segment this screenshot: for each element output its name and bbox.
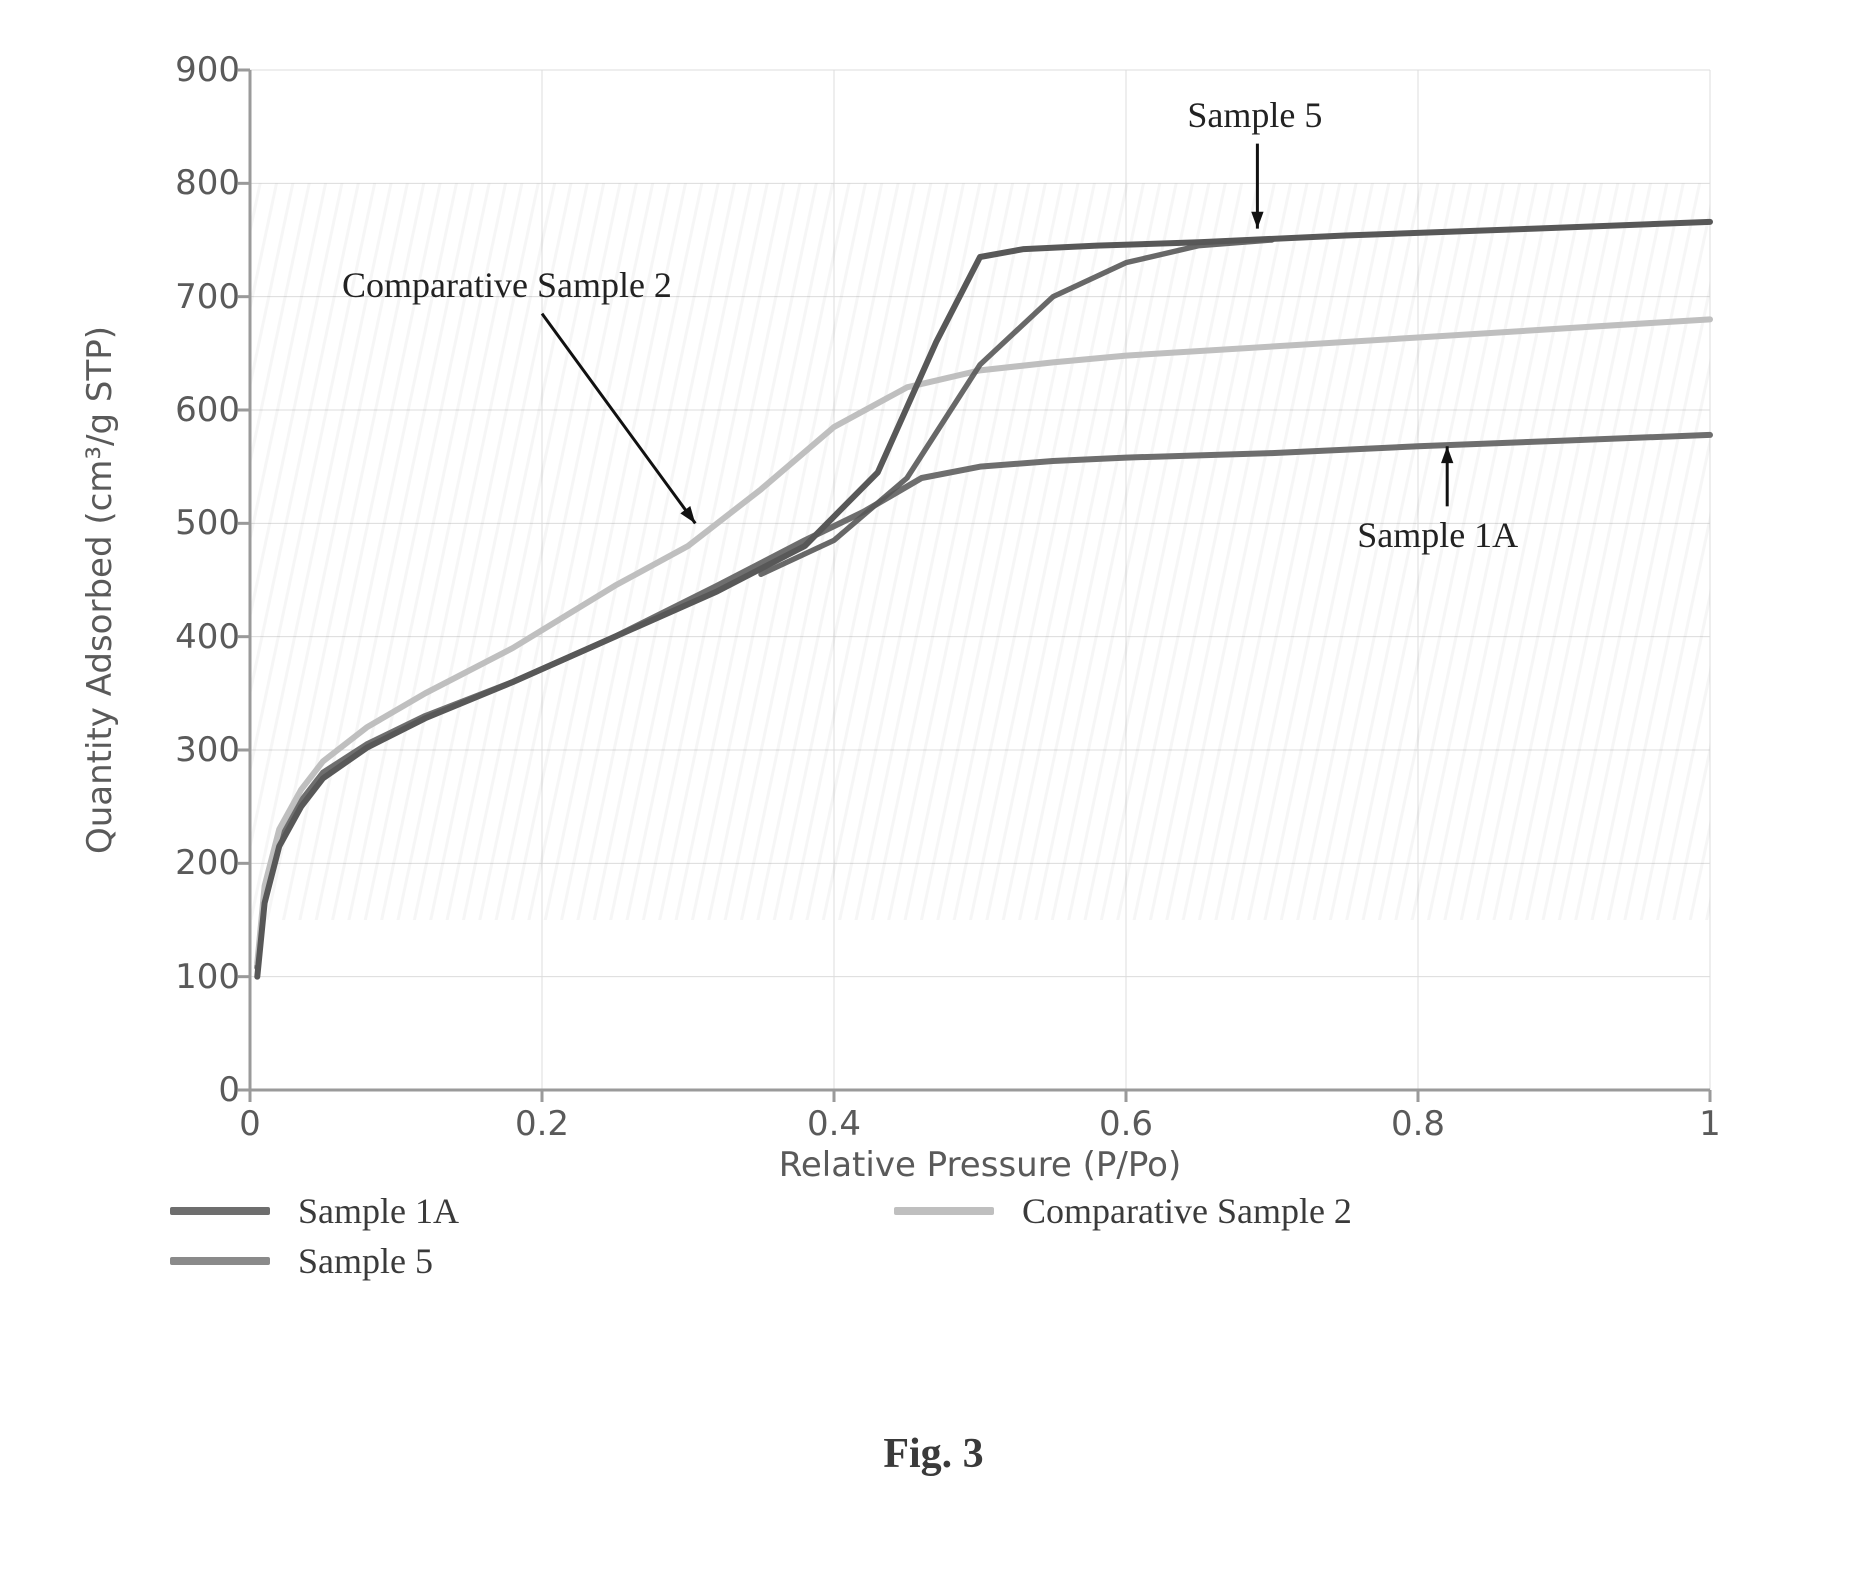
y-tick-label: 100 (120, 957, 240, 997)
legend-label-comparative-sample-2: Comparative Sample 2 (1022, 1190, 1352, 1232)
legend-label-sample-1a: Sample 1A (298, 1190, 498, 1232)
chart-annotation: Sample 5 (1187, 94, 1322, 136)
y-tick-label: 900 (120, 50, 240, 90)
legend-swatch-sample-1a (170, 1207, 270, 1215)
y-tick-label: 800 (120, 163, 240, 203)
x-axis-title: Relative Pressure (P/Po) (779, 1145, 1182, 1185)
x-tick-label: 0 (205, 1104, 295, 1144)
legend-swatch-comparative-sample-2 (894, 1207, 994, 1215)
y-tick-label: 500 (120, 503, 240, 543)
x-tick-label: 0.6 (1081, 1104, 1171, 1144)
legend: Sample 1A Comparative Sample 2 Sample 5 (170, 1190, 1790, 1290)
x-tick-label: 0.2 (497, 1104, 587, 1144)
legend-swatch-sample-5 (170, 1257, 270, 1265)
x-tick-label: 0.8 (1373, 1104, 1463, 1144)
y-tick-label: 400 (120, 617, 240, 657)
y-axis-title: Quantity Adsorbed (cm³/g STP) (80, 326, 120, 854)
plot-svg (250, 70, 1710, 1090)
y-tick-label: 200 (120, 843, 240, 883)
y-tick-label: 300 (120, 730, 240, 770)
chart-annotation: Comparative Sample 2 (342, 264, 672, 306)
y-tick-label: 600 (120, 390, 240, 430)
figure-caption: Fig. 3 (883, 1430, 983, 1478)
page-root: Quantity Adsorbed (cm³/g STP) Relative P… (0, 0, 1867, 1573)
chart-annotation: Sample 1A (1357, 514, 1518, 556)
plot-area (250, 70, 1710, 1090)
legend-label-sample-5: Sample 5 (298, 1240, 498, 1282)
y-tick-label: 700 (120, 277, 240, 317)
chart-container: Quantity Adsorbed (cm³/g STP) Relative P… (60, 30, 1800, 1290)
x-tick-label: 1 (1665, 1104, 1755, 1144)
x-tick-label: 0.4 (789, 1104, 879, 1144)
